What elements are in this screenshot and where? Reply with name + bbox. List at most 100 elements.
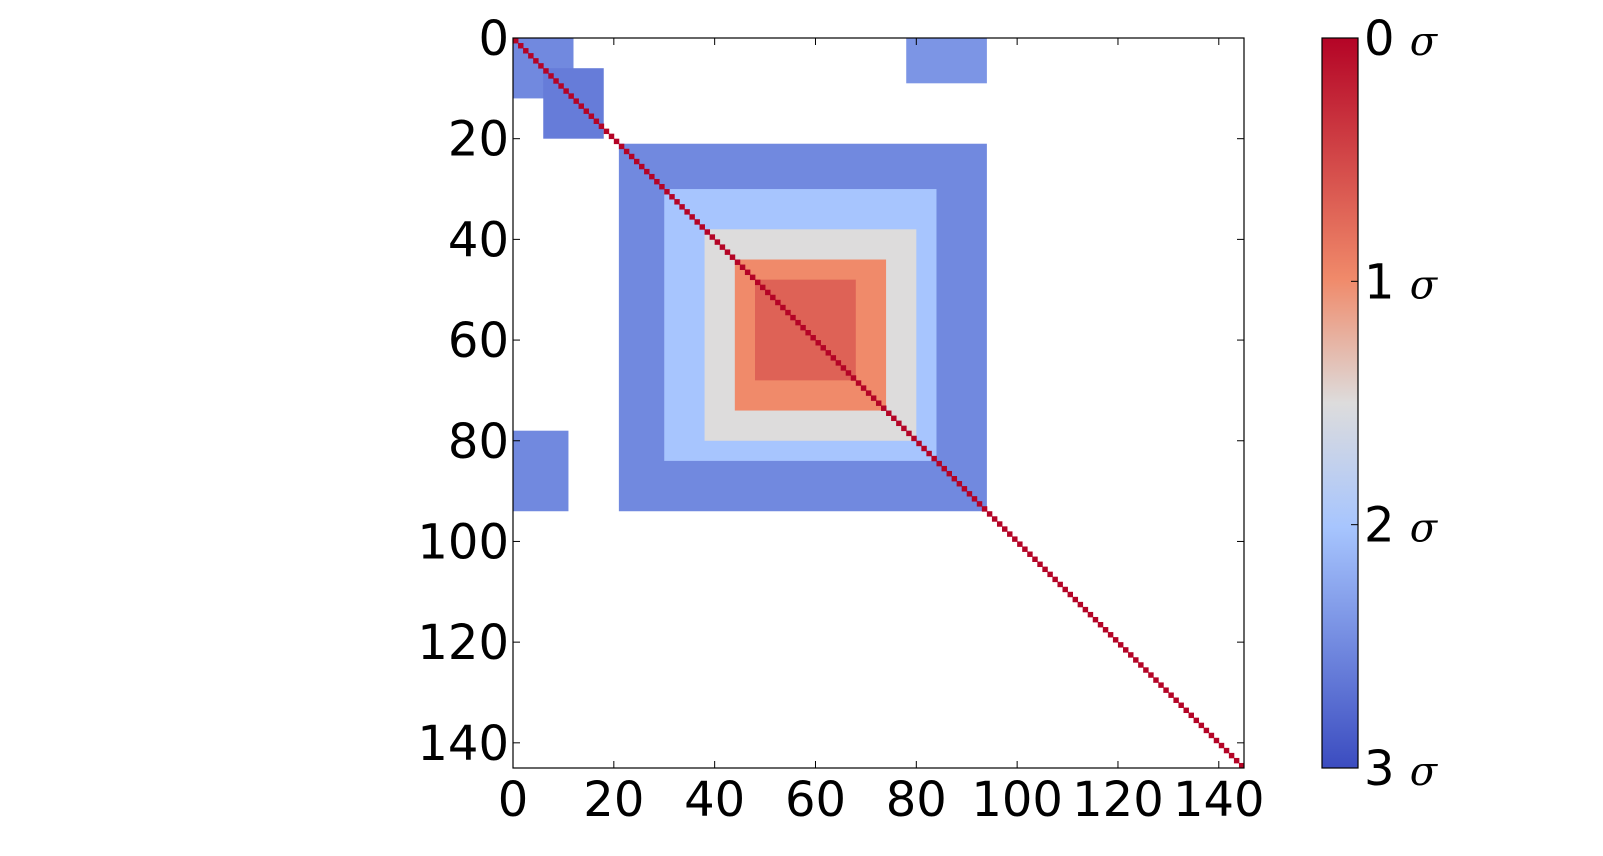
- y-tick-label: 60: [448, 313, 509, 369]
- diagonal-cell: [1223, 747, 1230, 754]
- diagonal-cell: [850, 375, 857, 381]
- diagonal-cell: [860, 385, 867, 391]
- y-tick-label: 20: [448, 112, 509, 168]
- x-tick-label: 20: [583, 772, 644, 828]
- heatmap-region-2: [906, 38, 987, 84]
- diagonal-cell: [1092, 616, 1099, 623]
- diagonal-cell: [1062, 586, 1068, 593]
- diagonal-cell: [1198, 722, 1205, 729]
- heatmap-diagonal: [513, 38, 1244, 768]
- diagonal-cell: [1123, 647, 1129, 653]
- diagonal-cell: [623, 148, 630, 155]
- diagonal-cell: [1238, 762, 1244, 768]
- diagonal-cell: [1233, 757, 1240, 764]
- diagonal-cell: [916, 440, 922, 447]
- diagonal-cell: [1148, 672, 1154, 678]
- diagonal-cell: [1143, 667, 1149, 673]
- diagonal-cell: [689, 214, 695, 220]
- diagonal-cell: [704, 229, 711, 235]
- diagonal-cell: [891, 415, 897, 422]
- diagonal-cell: [608, 133, 615, 140]
- diagonal-cell: [1067, 591, 1073, 598]
- diagonal-cell: [714, 239, 721, 245]
- diagonal-cell: [1042, 566, 1048, 573]
- diagonal-cell: [1153, 677, 1159, 683]
- diagonal-cell: [613, 138, 620, 145]
- diagonal-cell: [1117, 642, 1124, 648]
- diagonal-cell: [538, 63, 544, 69]
- diagonal-cell: [528, 53, 534, 59]
- diagonal-cell: [946, 470, 952, 477]
- diagonal-cell: [1107, 632, 1114, 638]
- diagonal-cell: [659, 184, 665, 190]
- colorbar-tick-label: 0 σ: [1364, 11, 1439, 67]
- diagonal-cell: [558, 83, 564, 89]
- diagonal-cell: [901, 425, 907, 432]
- diagonal-cell: [754, 279, 761, 286]
- diagonal-cell: [1072, 596, 1079, 603]
- colorbar-tick-label: 1 σ: [1364, 254, 1439, 310]
- y-tick-label: 120: [417, 615, 509, 671]
- x-tick-label: 40: [684, 772, 745, 828]
- x-tick-label: 140: [1173, 772, 1265, 828]
- diagonal-cell: [603, 128, 610, 135]
- diagonal-cell: [699, 224, 705, 230]
- diagonal-cell: [1183, 707, 1189, 714]
- heatmap-cells: [513, 38, 1244, 768]
- heatmap-region-3: [513, 430, 569, 512]
- diagonal-cell: [533, 58, 539, 64]
- diagonal-cell: [790, 314, 796, 321]
- x-axis: 0 20 40 60 80 100 120 140: [498, 38, 1265, 828]
- diagonal-cell: [598, 123, 605, 130]
- diagonal-cell: [633, 158, 640, 165]
- x-tick-label: 120: [1072, 772, 1164, 828]
- diagonal-cell: [573, 98, 579, 104]
- heatmap-cell-block: [513, 430, 569, 512]
- diagonal-cell: [628, 153, 635, 160]
- diagonal-cell: [664, 189, 670, 195]
- diagonal-cell: [639, 163, 645, 170]
- diagonal-cell: [1138, 662, 1144, 668]
- diagonal-cell: [694, 219, 700, 225]
- diagonal-cell: [951, 476, 958, 482]
- diagonal-cell: [896, 420, 902, 427]
- diagonal-cell: [1158, 682, 1164, 688]
- diagonal-cell: [1102, 627, 1109, 633]
- diagonal-cell: [906, 430, 912, 437]
- diagonal-cell: [1002, 526, 1008, 532]
- diagonal-cell: [971, 496, 978, 502]
- diagonal-cell: [840, 365, 847, 371]
- diagonal-cell: [1112, 637, 1119, 643]
- diagonal-cell: [568, 93, 574, 99]
- diagonal-cell: [1007, 531, 1013, 537]
- x-tick-label: 80: [886, 772, 947, 828]
- diagonal-cell: [593, 118, 600, 124]
- diagonal-cell: [1188, 712, 1194, 719]
- diagonal-cell: [548, 73, 554, 79]
- diagonal-cell: [744, 269, 751, 276]
- diagonal-cell: [1027, 551, 1033, 557]
- diagonal-cell: [1057, 581, 1063, 588]
- diagonal-cell: [830, 355, 837, 361]
- x-tick-label: 60: [785, 772, 846, 828]
- diagonal-cell: [810, 335, 816, 341]
- diagonal-cell: [986, 511, 993, 517]
- diagonal-cell: [1168, 692, 1174, 698]
- diagonal-cell: [936, 460, 942, 467]
- diagonal-cell: [583, 108, 590, 114]
- diagonal-cell: [765, 289, 771, 296]
- diagonal-cell: [734, 259, 741, 265]
- diagonal-cell: [941, 465, 947, 472]
- diagonal-cell: [518, 43, 524, 49]
- diagonal-cell: [1193, 717, 1200, 724]
- diagonal-cell: [724, 249, 731, 255]
- diagonal-cell: [644, 168, 650, 175]
- diagonal-cell: [976, 501, 983, 507]
- diagonal-cell: [1047, 571, 1053, 578]
- diagonal-cell: [1052, 576, 1058, 583]
- diagonal-cell: [543, 68, 549, 74]
- diagonal-cell: [881, 405, 887, 411]
- diagonal-cell: [800, 324, 806, 331]
- diagonal-cell: [1203, 727, 1210, 734]
- diagonal-cell: [795, 319, 801, 326]
